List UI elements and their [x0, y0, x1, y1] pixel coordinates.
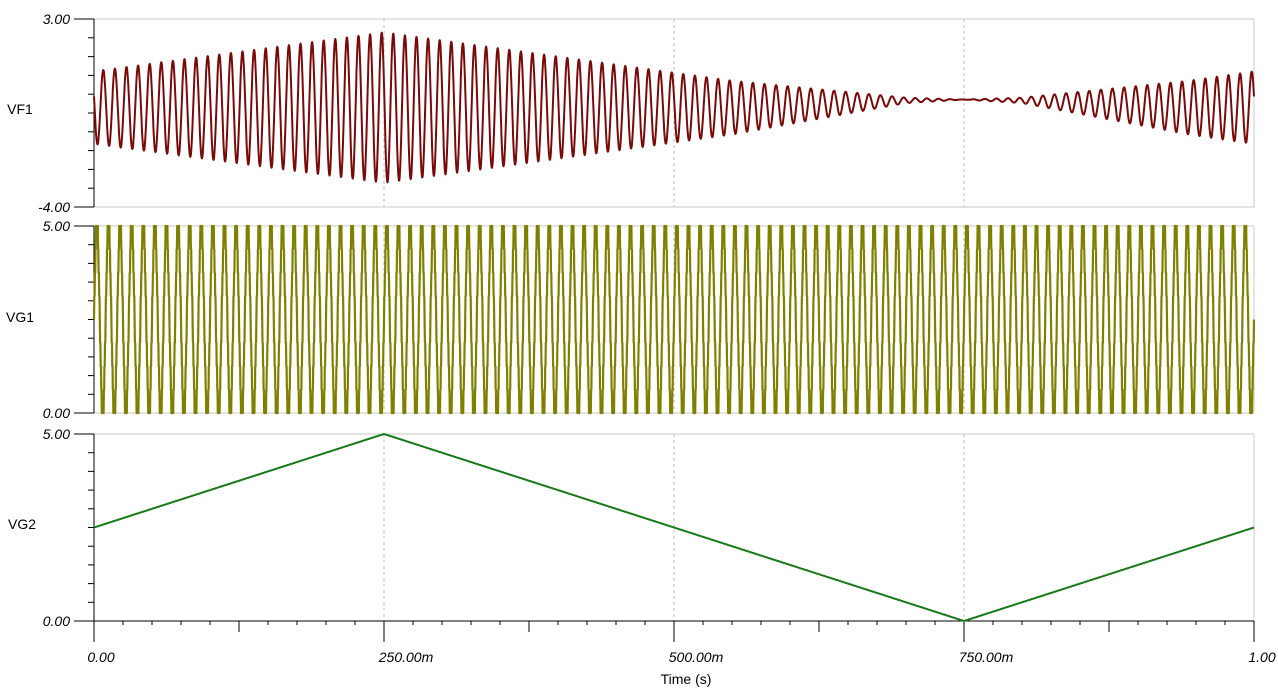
trace-vg2	[93, 433, 1255, 622]
y-tick-label: -4.00	[38, 199, 70, 215]
x-tick-label: 500.00m	[669, 649, 724, 665]
y-tick-label: 0.00	[43, 405, 70, 421]
trace-vg1	[92, 224, 1256, 415]
channel-label-vg1: VG1	[6, 309, 34, 325]
x-tick-label: 750.00m	[959, 649, 1014, 665]
y-tick-label: 5.00	[43, 218, 70, 234]
x-tick-label: 0.00	[87, 649, 114, 665]
x-tick-label: 1.00	[1248, 649, 1275, 665]
x-axis-title: Time (s)	[661, 671, 712, 687]
channel-label-vg2: VG2	[8, 516, 36, 532]
x-tick-label: 250.00m	[378, 649, 434, 665]
labels: VF1 VG1 VG2 3.00 -4.00 5.00 0.00 5.00 0.…	[6, 11, 1276, 687]
y-tick-label: 3.00	[43, 11, 70, 27]
traces	[92, 31, 1256, 622]
trace-vf1	[93, 31, 1255, 184]
channel-label-vf1: VF1	[7, 101, 33, 117]
y-tick-label: 5.00	[43, 426, 70, 442]
y-tick-label: 0.00	[43, 613, 70, 629]
